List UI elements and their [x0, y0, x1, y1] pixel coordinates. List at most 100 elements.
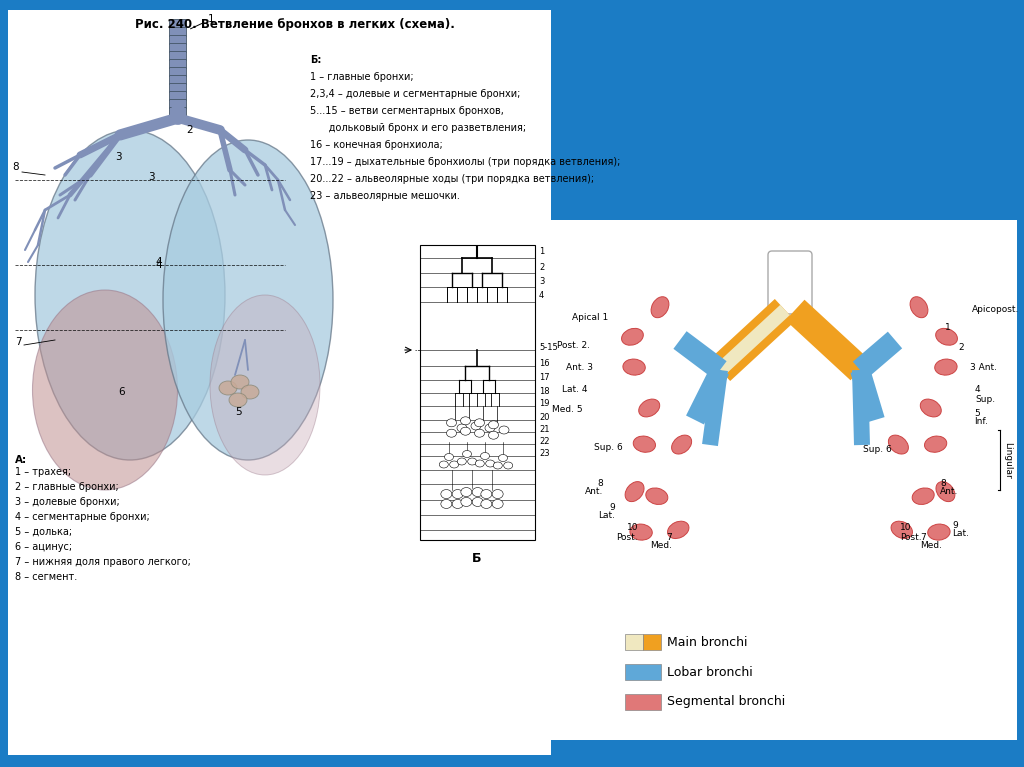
Ellipse shape: [453, 499, 463, 509]
Text: Post. 2.: Post. 2.: [557, 341, 590, 350]
Text: 22: 22: [539, 437, 550, 446]
Text: 2: 2: [186, 125, 193, 135]
Text: 7: 7: [15, 337, 22, 347]
Text: 5: 5: [974, 409, 980, 417]
Ellipse shape: [457, 424, 467, 432]
Ellipse shape: [925, 436, 947, 453]
Polygon shape: [850, 367, 885, 423]
Text: 5: 5: [234, 407, 242, 417]
Ellipse shape: [936, 482, 955, 502]
Ellipse shape: [33, 290, 177, 490]
Ellipse shape: [480, 453, 489, 459]
Ellipse shape: [219, 381, 237, 395]
Text: 9: 9: [609, 502, 615, 512]
Ellipse shape: [668, 522, 689, 538]
Ellipse shape: [622, 328, 643, 345]
Ellipse shape: [639, 399, 659, 417]
Text: Med. 5: Med. 5: [552, 406, 583, 414]
Ellipse shape: [231, 375, 249, 389]
Ellipse shape: [439, 461, 449, 468]
Text: 5...15 – ветви сегментарных бронхов,: 5...15 – ветви сегментарных бронхов,: [310, 106, 504, 116]
Text: 7: 7: [920, 532, 926, 542]
Text: 5 – долька;: 5 – долька;: [15, 527, 72, 537]
Text: Sup.: Sup.: [975, 394, 995, 403]
FancyBboxPatch shape: [170, 75, 186, 84]
FancyBboxPatch shape: [170, 44, 186, 52]
Ellipse shape: [35, 130, 225, 460]
Bar: [8, 10, 551, 755]
FancyBboxPatch shape: [170, 35, 186, 44]
Polygon shape: [686, 366, 729, 424]
Text: Sup. 6: Sup. 6: [594, 443, 623, 453]
Text: 19: 19: [539, 400, 550, 409]
Text: 18: 18: [539, 387, 550, 396]
Ellipse shape: [633, 436, 655, 453]
Text: 23: 23: [539, 449, 550, 459]
Ellipse shape: [468, 458, 477, 465]
Text: 17: 17: [539, 373, 550, 381]
Text: Lat. 4: Lat. 4: [562, 386, 588, 394]
Ellipse shape: [472, 498, 483, 506]
Text: 10: 10: [627, 524, 638, 532]
Ellipse shape: [499, 426, 509, 434]
Text: 4: 4: [975, 386, 981, 394]
Polygon shape: [785, 300, 869, 380]
Bar: [420, 245, 535, 540]
Ellipse shape: [463, 450, 471, 457]
Ellipse shape: [504, 462, 513, 469]
Text: 5-15: 5-15: [539, 343, 558, 351]
Polygon shape: [852, 370, 870, 445]
Text: 3: 3: [539, 278, 545, 287]
Ellipse shape: [630, 524, 652, 540]
Ellipse shape: [461, 416, 470, 425]
Text: Lat.: Lat.: [598, 512, 615, 521]
Text: 7 – нижняя доля правого легкого;: 7 – нижняя доля правого легкого;: [15, 557, 190, 567]
Text: Main bronchi: Main bronchi: [667, 636, 748, 649]
Text: Med.: Med.: [650, 542, 672, 551]
Text: 20...22 – альвеолярные ходы (три порядка ветвления);: 20...22 – альвеолярные ходы (три порядка…: [310, 174, 594, 184]
Ellipse shape: [891, 522, 912, 538]
FancyBboxPatch shape: [170, 19, 186, 28]
Text: 1 – трахея;: 1 – трахея;: [15, 467, 71, 477]
Text: 4: 4: [539, 291, 544, 301]
Bar: [535, 220, 1017, 740]
Ellipse shape: [229, 393, 247, 407]
Ellipse shape: [461, 498, 472, 506]
Ellipse shape: [475, 460, 484, 467]
FancyBboxPatch shape: [170, 100, 186, 108]
Ellipse shape: [651, 297, 669, 318]
Ellipse shape: [210, 295, 319, 475]
Ellipse shape: [928, 524, 950, 540]
Text: Б: Б: [472, 552, 481, 565]
Text: Б:: Б:: [310, 55, 322, 65]
FancyBboxPatch shape: [170, 28, 186, 37]
Text: Post.: Post.: [900, 532, 922, 542]
FancyBboxPatch shape: [170, 107, 186, 117]
Text: 2: 2: [958, 343, 964, 351]
Text: 10: 10: [900, 524, 911, 532]
Text: Apical 1: Apical 1: [571, 314, 608, 322]
Text: Lat.: Lat.: [952, 529, 969, 538]
Ellipse shape: [485, 424, 495, 432]
Bar: [625, 694, 662, 710]
Ellipse shape: [499, 455, 508, 462]
Ellipse shape: [453, 489, 463, 499]
FancyBboxPatch shape: [170, 84, 186, 93]
Ellipse shape: [446, 419, 457, 426]
Ellipse shape: [488, 431, 499, 439]
Ellipse shape: [481, 499, 492, 509]
Ellipse shape: [441, 489, 452, 499]
Text: Inf.: Inf.: [974, 417, 988, 426]
Ellipse shape: [485, 460, 495, 467]
Text: 23 – альвеолярные мешочки.: 23 – альвеолярные мешочки.: [310, 191, 460, 201]
Text: 3: 3: [115, 152, 122, 162]
Text: дольковый бронх и его разветвления;: дольковый бронх и его разветвления;: [310, 123, 526, 133]
Ellipse shape: [494, 462, 503, 469]
Ellipse shape: [241, 385, 259, 399]
Ellipse shape: [458, 458, 466, 465]
Ellipse shape: [921, 399, 941, 417]
Polygon shape: [702, 369, 728, 446]
FancyBboxPatch shape: [170, 60, 186, 68]
Text: 3 Ant.: 3 Ant.: [970, 364, 997, 373]
Ellipse shape: [672, 435, 691, 454]
